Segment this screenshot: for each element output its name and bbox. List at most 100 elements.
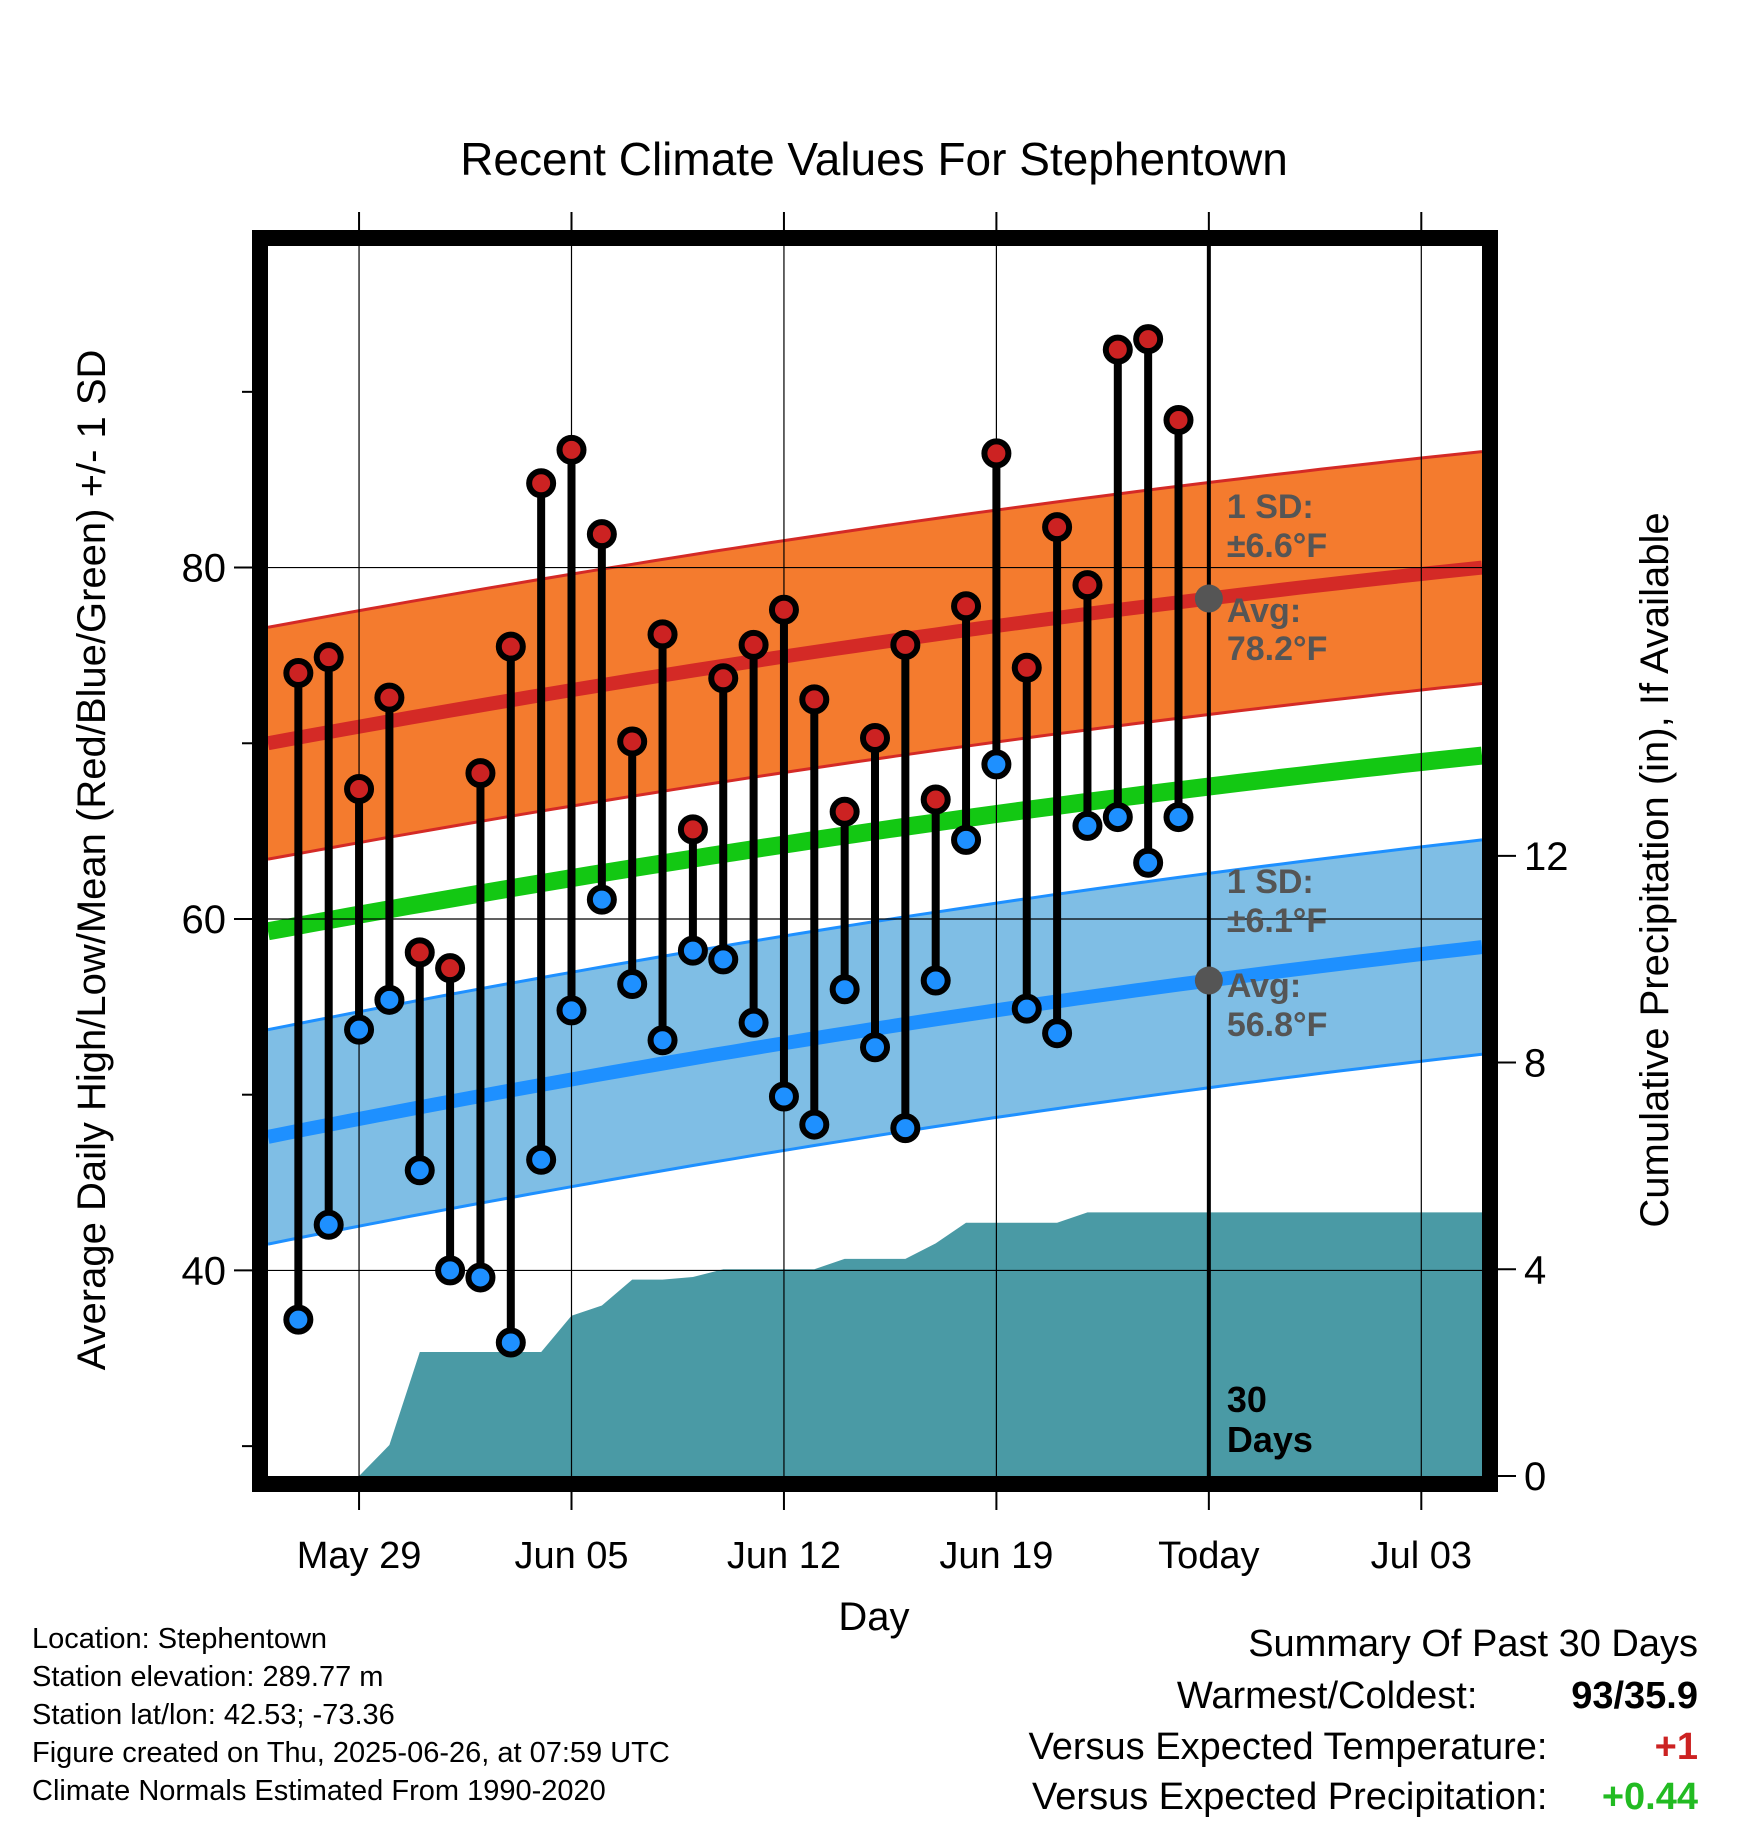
daily-low-point [677,935,708,966]
daily-high-point [677,814,708,845]
daily-low-point [738,1007,769,1038]
summary-title: Summary Of Past 30 Days [1248,1623,1698,1665]
daily-low-point [1072,810,1103,841]
daily-high-point [799,684,830,715]
x-tick-label: Jun 05 [514,1535,628,1577]
daily-high-point [344,773,375,804]
high-avg-label: Avg: [1227,592,1301,630]
temp-label: Versus Expected Temperature: [1028,1726,1548,1768]
y2-tick-label: 0 [1524,1455,1546,1499]
summary-warmest-row: Warmest/Coldest: 93/35.9 [1177,1675,1698,1718]
low-sd-lower-line [268,1052,1482,1246]
daily-low-point [435,1255,466,1286]
days-label-text: Days [1227,1419,1313,1460]
precip-label: Versus Expected Precipitation: [1032,1776,1548,1818]
daily-high-point [768,594,799,625]
daily-low-point [1133,847,1164,878]
low-sd-value: ±6.1°F [1227,902,1327,940]
daily-low-point [920,965,951,996]
daily-low-point [556,995,587,1026]
daily-low-point [1102,802,1133,833]
daily-high-point [829,796,860,827]
summary-temp-row: Versus Expected Temperature: +1 [1029,1726,1698,1769]
daily-high-point [374,682,405,713]
today-low-avg-marker [1194,966,1223,995]
high-sd-upper-line [268,450,1482,629]
daily-high-point [981,438,1012,469]
daily-high-point [313,642,344,673]
daily-low-point [586,884,617,915]
daily-low-point [495,1327,526,1358]
low-avg-value: 56.8°F [1227,1006,1328,1044]
daily-low-point [829,974,860,1005]
location-text: Location: Stephentown [32,1623,328,1655]
daily-high-point [526,468,557,499]
y-tick-label: 80 [182,547,227,591]
daily-low-point [374,984,405,1015]
x-tick-label: Jul 03 [1371,1535,1472,1577]
daily-high-point [404,937,435,968]
daily-high-point [738,629,769,660]
daily-high-point [890,629,921,660]
daily-high-point [1163,404,1194,435]
precip-value: +0.44 [1601,1776,1698,1818]
daily-high-point [708,663,739,694]
daily-high-point [951,591,982,622]
daily-low-point [981,749,1012,780]
y-axis-label: Average Daily High/Low/Mean (Red/Blue/Gr… [70,350,114,1371]
daily-high-point [556,434,587,465]
plot-frame [252,230,1498,1492]
x-tick-label: Today [1158,1535,1259,1577]
high-average-line [268,560,1482,751]
daily-high-point [1042,512,1073,543]
daily-low-point [344,1014,375,1045]
temp-value: +1 [1654,1726,1698,1768]
daily-high-point [1133,324,1164,355]
daily-high-point [647,619,678,650]
summary-precip-row: Versus Expected Precipitation: +0.44 [1032,1776,1698,1819]
low-avg-label: Avg: [1227,967,1301,1005]
y2-tick-label: 12 [1524,835,1569,879]
daily-high-point [283,657,314,688]
daily-high-point [860,723,890,753]
created-text: Figure created on Thu, 2025-06-26, at 07… [32,1737,670,1769]
y-tick-label: 40 [182,1249,227,1293]
x-tick-label: Jun 19 [939,1535,1053,1577]
daily-high-point [1072,570,1103,601]
daily-low-point [617,969,648,999]
daily-low-point [890,1113,921,1144]
daily-low-point [1163,802,1194,833]
daily-low-point [951,824,982,855]
x-tick-label: Jun 12 [727,1535,841,1577]
daily-high-point [495,631,526,662]
y2-tick-label: 8 [1524,1042,1546,1086]
daily-low-point [313,1209,344,1240]
high-avg-value: 78.2°F [1227,630,1328,668]
elevation-text: Station elevation: 289.77 m [32,1661,384,1693]
daily-high-point [1102,334,1133,365]
daily-low-point [1011,993,1042,1024]
today-high-avg-marker [1194,584,1223,613]
daily-low-point [1042,1018,1073,1049]
daily-low-point [799,1109,830,1140]
high-sd-label: 1 SD: [1227,488,1314,526]
daily-low-point [465,1262,496,1293]
warmest-label: Warmest/Coldest: [1176,1675,1478,1717]
chart-title: Recent Climate Values For Stephentown [460,133,1288,185]
normals-text: Climate Normals Estimated From 1990-2020 [32,1775,606,1807]
daily-low-point [708,944,739,975]
daily-low-point [768,1081,799,1112]
y2-tick-label: 4 [1524,1248,1546,1292]
daily-low-point [526,1144,557,1175]
y2-axis-label: Cumulative Precipitation (in), If Availa… [1633,512,1677,1227]
daily-high-point [586,519,617,550]
low-sd-label: 1 SD: [1227,863,1314,901]
daily-high-point [465,758,496,789]
station-info: Location: Stephentown Station elevation:… [32,1620,670,1810]
daily-high-point [1011,652,1042,683]
days-label-number: 30 [1227,1379,1267,1420]
daily-high-point [920,784,951,815]
daily-low-point [647,1025,678,1056]
